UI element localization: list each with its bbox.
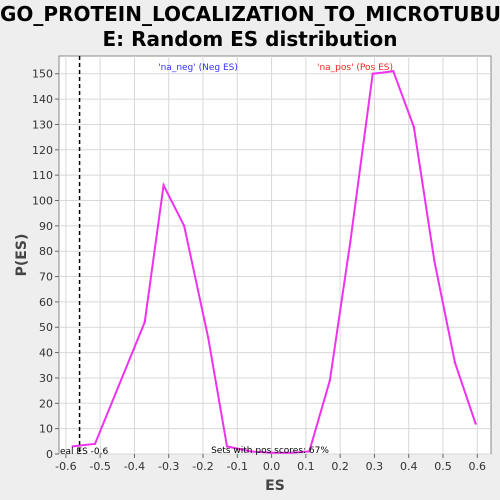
data-point (270, 451, 273, 454)
x-tick-label: 0.5 (434, 460, 452, 473)
data-point (290, 451, 294, 454)
x-tick-label: 0.2 (331, 460, 349, 473)
data-point (225, 445, 229, 448)
y-tick-label: 10 (39, 423, 53, 436)
x-tick-label: -0.5 (89, 460, 110, 473)
x-axis-title: ES (265, 478, 285, 494)
y-tick-label: 90 (39, 220, 53, 233)
data-point (328, 379, 332, 382)
data-point (412, 125, 416, 129)
legend-pos-es: 'na_pos' (Pos ES) (317, 63, 393, 73)
y-tick-label: 100 (32, 194, 53, 207)
data-point (453, 361, 457, 364)
x-tick-label: -0.6 (55, 460, 76, 473)
y-tick-label: 20 (39, 397, 53, 410)
pos-score-note: Sets with pos scores: 67% (211, 446, 329, 456)
y-tick-label: 120 (32, 144, 53, 157)
data-point (93, 442, 97, 446)
chart-title: GO_PROTEIN_LOCALIZATION_TO_MICROTUBUL E:… (0, 2, 500, 52)
plot-area (58, 55, 492, 455)
y-tick-label: 130 (32, 118, 53, 131)
data-point (249, 450, 253, 453)
data-point (392, 70, 395, 73)
x-tick-label: -0.4 (124, 460, 145, 473)
real-es-label: eal ES -0.6 (60, 447, 109, 457)
legend-neg-es: 'na_neg' (Neg ES) (158, 63, 238, 73)
data-point (433, 260, 436, 263)
es-distribution-points (71, 70, 477, 454)
y-axis-title: P(ES) (14, 234, 30, 277)
x-tick-label: 0.1 (297, 460, 315, 473)
data-point (308, 450, 311, 453)
data-point (182, 224, 186, 228)
y-tick-label: 110 (32, 169, 53, 182)
x-tick-label: -0.1 (227, 460, 248, 473)
y-tick-label: 30 (39, 372, 53, 385)
data-point (474, 422, 477, 425)
data-point (349, 239, 352, 243)
y-tick-label: 0 (46, 448, 53, 461)
data-point (371, 72, 374, 75)
x-tick-label: 0.3 (366, 460, 384, 473)
data-point (143, 320, 146, 324)
x-tick-label: 0.6 (469, 460, 487, 473)
x-tick-label: 0.4 (400, 460, 418, 473)
x-tick-label: -0.2 (192, 460, 213, 473)
y-tick-label: 70 (39, 271, 53, 284)
chart-title-line-1: GO_PROTEIN_LOCALIZATION_TO_MICROTUBUL (0, 2, 500, 26)
y-tick-label: 80 (39, 245, 53, 258)
y-tick-label: 60 (39, 296, 53, 309)
chart-title-line-2: E: Random ES distribution (102, 27, 398, 51)
y-tick-label: 40 (39, 347, 53, 360)
grid-lines (59, 56, 491, 455)
axis-ticks: -0.6 -0.5 -0.4 -0.3 -0.2 -0.1 0.0 0.1 0.2 0.3 0.4 0… (32, 68, 486, 473)
y-tick-label: 140 (32, 93, 53, 106)
data-point (162, 184, 165, 187)
x-tick-label: -0.3 (158, 460, 179, 473)
y-tick-label: 150 (32, 68, 53, 81)
y-tick-label: 50 (39, 321, 53, 334)
data-point (206, 336, 210, 339)
data-point (71, 445, 74, 448)
x-tick-label: 0.0 (263, 460, 281, 473)
